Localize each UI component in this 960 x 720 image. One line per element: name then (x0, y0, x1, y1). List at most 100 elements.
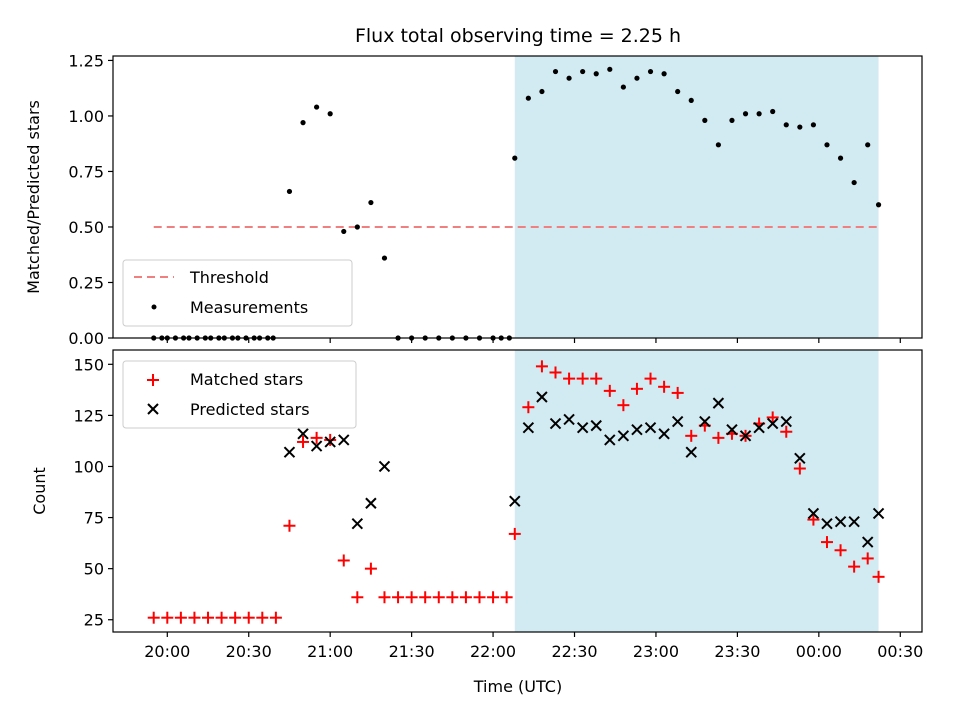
matched-star-point (658, 380, 671, 393)
matched-star-point (242, 611, 255, 624)
measurement-point (539, 88, 545, 95)
predicted-star-point (685, 446, 697, 458)
matched-star-point (269, 611, 282, 624)
measurement-point (647, 68, 654, 75)
matched-star-point (297, 435, 310, 448)
predicted-star-point (848, 515, 860, 528)
legend-matched-swatch (147, 374, 159, 386)
matched-star-point (351, 591, 364, 604)
predicted-star-point (576, 421, 589, 434)
predicted-star-point (351, 517, 364, 530)
matched-star-point (432, 591, 445, 604)
matched-star-point (861, 552, 874, 565)
predicted-star-point (794, 452, 806, 465)
measurement-point (729, 117, 735, 123)
predicted-star-point (590, 419, 602, 432)
measurement-point (851, 179, 857, 186)
matched-star-point (793, 462, 806, 475)
x-tick-label: 20:30 (226, 642, 272, 661)
matched-star-point (419, 591, 432, 604)
x-tick-label: 22:30 (551, 642, 597, 661)
x-tick-label: 23:30 (714, 642, 760, 661)
matched-star-point (535, 360, 548, 373)
predicted-star-point (658, 428, 670, 440)
predicted-stars-points (283, 391, 885, 548)
y-tick-label: 100 (73, 457, 104, 476)
matched-star-point (522, 401, 535, 414)
measurement-point (837, 155, 844, 161)
matched-star-point (310, 431, 323, 444)
matched-star-point (848, 560, 861, 573)
matched-star-point (188, 611, 201, 624)
matched-star-point (644, 372, 657, 385)
top-axes-frame (112, 55, 923, 339)
matched-star-point (500, 591, 513, 604)
matched-star-point (807, 513, 820, 526)
predicted-star-point (712, 397, 725, 409)
shaded-interval-bottom (514, 350, 879, 632)
matched-star-point (202, 611, 215, 624)
x-tick-label: 22:00 (470, 642, 516, 661)
matched-star-point (617, 399, 630, 412)
measurement-point (702, 117, 708, 123)
measurement-point (770, 108, 776, 115)
y-tick-label: 1.00 (68, 107, 104, 126)
measurement-point (552, 68, 559, 75)
legend-threshold-label: Threshold (189, 268, 269, 287)
predicted-star-point (872, 507, 885, 520)
matched-star-point (590, 372, 603, 385)
predicted-star-point (861, 536, 874, 548)
matched-star-point (324, 433, 337, 446)
predicted-star-point (807, 507, 820, 520)
measurement-point (580, 68, 586, 75)
top-x-ticks (166, 338, 901, 343)
y-tick-label: 50 (84, 560, 104, 579)
matched-star-point (174, 611, 187, 624)
matched-star-point (337, 554, 350, 567)
predicted-star-point (338, 434, 350, 446)
matched-star-point (147, 611, 160, 624)
predicted-star-point (509, 495, 521, 507)
y-tick-label: 75 (84, 509, 104, 528)
x-axis-label: Time (UTC) (473, 677, 562, 696)
x-tick-label: 00:30 (877, 642, 923, 661)
x-tick-label: 23:00 (633, 642, 679, 661)
y-tick-label: 0.25 (68, 273, 104, 292)
measurement-point (512, 155, 518, 161)
matched-star-point (446, 591, 459, 604)
predicted-star-point (297, 428, 309, 440)
y-tick-label: 25 (84, 611, 104, 630)
bottom-y-ticks: 25 50 75 100 125 150 (73, 355, 113, 630)
matched-star-point (872, 570, 885, 583)
matched-star-point (378, 591, 391, 604)
y-tick-label: 0.00 (68, 329, 104, 348)
y-tick-label: 0.75 (68, 162, 104, 181)
bottom-axes-frame (112, 349, 923, 633)
predicted-star-point (604, 434, 616, 446)
y-tick-label: 0.50 (68, 218, 104, 237)
matched-star-point (780, 425, 793, 438)
measurement-point (875, 202, 882, 208)
top-panel: 0.00 0.25 0.50 0.75 1.00 1.25 Matched/Predict… (24, 51, 923, 348)
matched-star-point (603, 384, 616, 397)
predicted-star-point (617, 430, 630, 442)
legend-measurements-label: Measurements (190, 298, 308, 317)
predicted-star-point (631, 423, 643, 436)
predicted-star-point (563, 413, 575, 426)
measurement-point (824, 142, 830, 148)
predicted-star-point (726, 423, 738, 436)
legend-predicted-label: Predicted stars (190, 400, 310, 419)
x-tick-label: 21:30 (389, 642, 435, 661)
predicted-star-point (699, 415, 711, 428)
measurement-point (620, 84, 626, 90)
measurement-point (314, 104, 320, 110)
measurement-point (810, 122, 817, 128)
measurement-point (381, 255, 388, 261)
matched-star-point (487, 591, 500, 604)
predicted-star-point (780, 415, 792, 428)
matched-star-point (834, 544, 847, 557)
predicted-star-point (324, 436, 336, 448)
matched-star-point (256, 611, 269, 624)
predicted-star-point (283, 446, 296, 458)
bottom-y-axis-label: Count (30, 467, 49, 515)
